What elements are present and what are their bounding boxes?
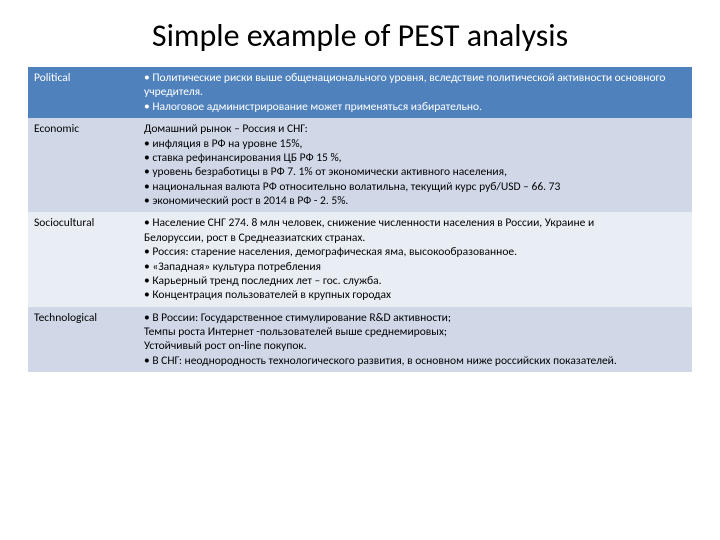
row-label: Technological — [28, 307, 138, 373]
pest-table: Political• Политические риски выше общен… — [28, 67, 692, 372]
content-line: • В СНГ: неоднородность технологического… — [144, 354, 686, 368]
pest-table-body: Political• Политические риски выше общен… — [28, 67, 692, 372]
row-label: Economic — [28, 118, 138, 212]
row-content: • В России: Государственное стимулирован… — [138, 307, 692, 373]
content-line: Темпы роста Интернет -пользователей выше… — [144, 325, 686, 339]
row-content: Домашний рынок – Россия и СНГ:• инфляция… — [138, 118, 692, 212]
content-line: • Политические риски выше общенациональн… — [144, 71, 686, 100]
content-line: • уровень безработицы в РФ 7. 1% от экон… — [144, 165, 686, 179]
content-line: • Карьерный тренд последних лет – гос. с… — [144, 274, 686, 288]
content-line: • национальная валюта РФ относительно во… — [144, 180, 686, 194]
content-line: Устойчивый рост on-line покупок. — [144, 339, 686, 353]
content-line: • Россия: старение населения, демографич… — [144, 245, 686, 259]
content-line: • «Западная» культура потребления — [144, 260, 686, 274]
row-label: Sociocultural — [28, 212, 138, 306]
slide-title: Simple example of PEST analysis — [28, 16, 692, 55]
content-line: Домашний рынок – Россия и СНГ: — [144, 122, 686, 136]
table-row: Sociocultural • Население СНГ 274. 8 млн … — [28, 212, 692, 306]
row-content: • Политические риски выше общенациональн… — [138, 67, 692, 118]
content-line: Белоруссии, рост в Среднеазиатских стран… — [144, 231, 686, 245]
table-row: EconomicДомашний рынок – Россия и СНГ:• … — [28, 118, 692, 212]
content-line: • Население СНГ 274. 8 млн человек, сниж… — [144, 216, 686, 230]
row-content: • Население СНГ 274. 8 млн человек, сниж… — [138, 212, 692, 306]
slide: Simple example of PEST analysis Politica… — [0, 0, 720, 392]
content-line: • В России: Государственное стимулирован… — [144, 311, 686, 325]
content-line: • инфляция в РФ на уровне 15%, — [144, 137, 686, 151]
content-line: • Налоговое администрирование может прим… — [144, 100, 686, 114]
content-line: • Концентрация пользователей в крупных г… — [144, 288, 686, 302]
table-row: Political• Политические риски выше общен… — [28, 67, 692, 118]
content-line: • ставка рефинансирования ЦБ РФ 15 %, — [144, 151, 686, 165]
table-row: Technological • В России: Государственное… — [28, 307, 692, 373]
row-label: Political — [28, 67, 138, 118]
content-line: • экономический рост в 2014 в РФ - 2. 5%… — [144, 194, 686, 208]
